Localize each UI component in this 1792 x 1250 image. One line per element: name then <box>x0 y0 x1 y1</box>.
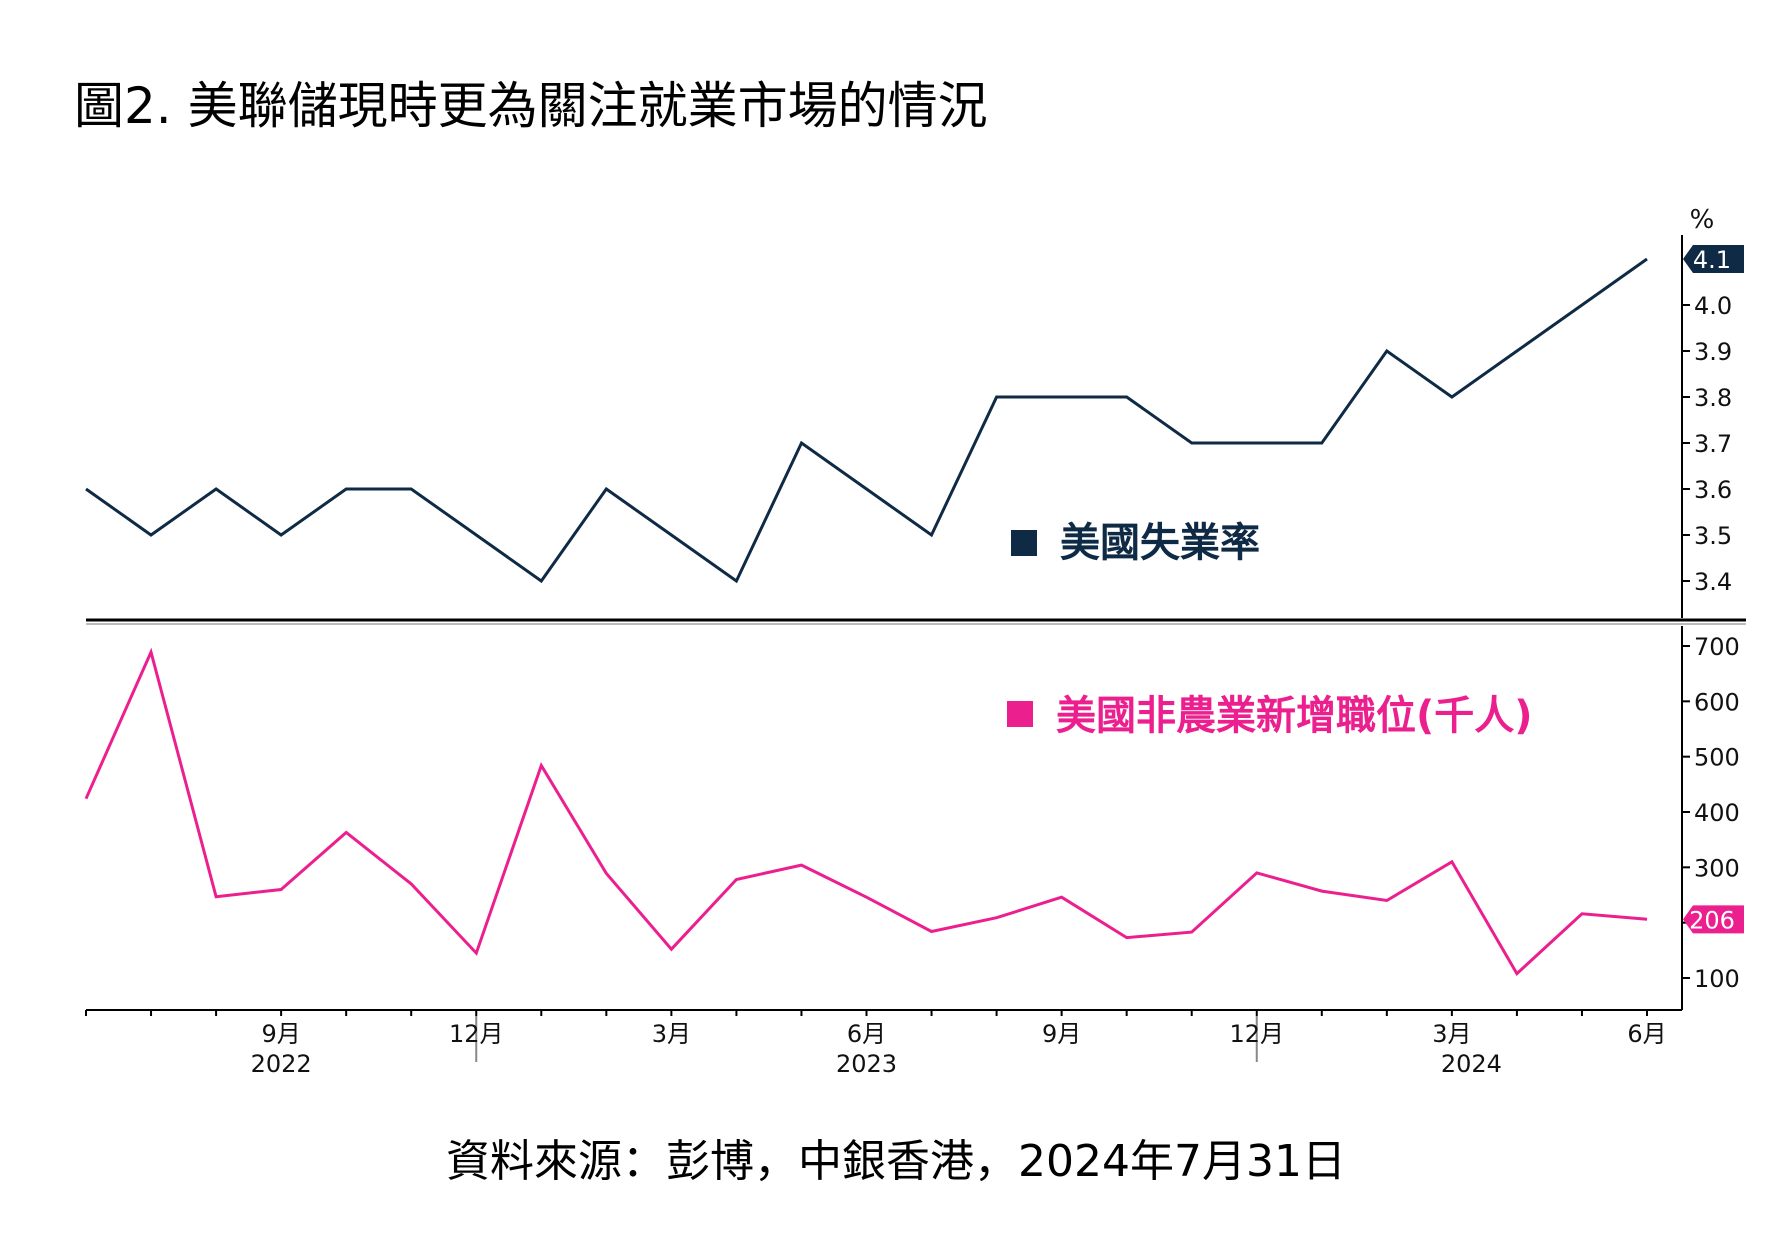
y-tick-label: 400 <box>1694 799 1740 827</box>
unemployment-last-value: 4.1 <box>1693 246 1731 274</box>
chart-title: 圖2. 美聯儲現時更為關注就業市場的情況 <box>74 77 988 135</box>
payrolls-line <box>84 647 1648 976</box>
x-month-label: 6月 <box>847 1020 886 1048</box>
x-month-label: 9月 <box>1042 1020 1081 1048</box>
x-month-label: 12月 <box>449 1020 504 1048</box>
y-tick-label: 3.6 <box>1694 476 1732 504</box>
source-note: 資料來源：彭博，中銀香港，2024年7月31日 <box>446 1136 1346 1187</box>
x-year-label: 2024 <box>1441 1050 1502 1078</box>
x-ticks: 9月 12月 3月 6月 9月 12月 3月 6月 2022 2023 2024 <box>85 1010 1667 1078</box>
y-tick-label: 4.0 <box>1694 292 1732 320</box>
y-tick-label: 3.5 <box>1694 522 1732 550</box>
top-unit-label: % <box>1690 205 1715 235</box>
payrolls-legend-swatch <box>1007 701 1033 727</box>
data-points <box>86 259 1647 974</box>
y-tick-label: 3.7 <box>1694 430 1732 458</box>
unemployment-last-value-badge: 4.1 <box>1683 245 1744 274</box>
y-tick-label: 3.8 <box>1694 384 1732 412</box>
y-tick-label: 3.9 <box>1694 338 1732 366</box>
y-tick-label: 600 <box>1694 688 1740 716</box>
y-tick-label: 700 <box>1694 633 1740 661</box>
unemployment-legend: 美國失業率 <box>1011 520 1260 566</box>
payrolls-last-value: 206 <box>1689 906 1735 934</box>
x-month-label: 3月 <box>652 1020 691 1048</box>
x-year-label: 2023 <box>836 1050 897 1078</box>
payrolls-last-value-badge: 206 <box>1683 905 1744 934</box>
y-tick-label: 100 <box>1694 965 1740 993</box>
top-y-ticks: 3.4 3.5 3.6 3.7 3.8 3.9 4.0 <box>1682 292 1732 596</box>
payrolls-legend-label: 美國非農業新增職位(千人) <box>1056 693 1533 739</box>
y-tick-label: 500 <box>1694 744 1740 772</box>
unemployment-legend-label: 美國失業率 <box>1060 520 1260 566</box>
bottom-y-ticks: 100200300400500600700 <box>1682 633 1740 993</box>
payrolls-legend: 美國非農業新增職位(千人) <box>1007 693 1533 739</box>
x-year-label: 2022 <box>251 1050 312 1078</box>
x-month-label: 12月 <box>1229 1020 1284 1048</box>
y-tick-label: 3.4 <box>1694 568 1732 596</box>
x-month-label: 9月 <box>261 1020 300 1048</box>
x-month-label: 6月 <box>1627 1020 1666 1048</box>
unemployment-line <box>85 257 1648 584</box>
x-month-label: 3月 <box>1432 1020 1471 1048</box>
y-tick-label: 300 <box>1694 854 1740 882</box>
unemployment-legend-swatch <box>1011 530 1037 556</box>
